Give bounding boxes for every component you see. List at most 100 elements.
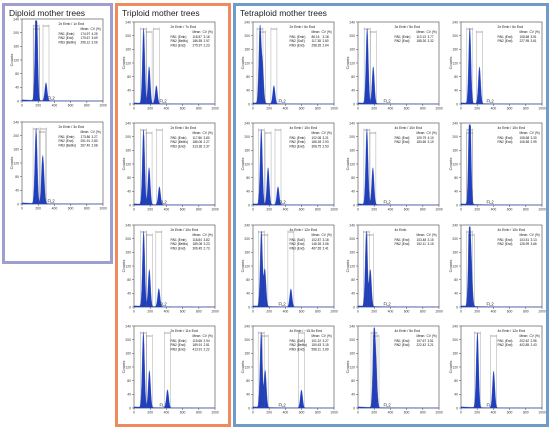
x-axis-label: FL2 — [160, 302, 168, 307]
stat-row-cv: 3.51 — [530, 35, 536, 39]
y-tick-label: 80 — [127, 75, 131, 79]
histogram-plot: 0 40 80 120 160 200 240 Counts 0 200 400 600 800 1000… — [345, 223, 443, 313]
diploid-panel-title: Diploid mother trees — [9, 8, 86, 18]
stat-row-mean: 186.28 — [311, 140, 321, 144]
x-tick-label: 1000 — [435, 107, 443, 111]
mean-header: Mean — [519, 131, 527, 135]
histogram-title: 2x Emb / 11x End — [170, 329, 197, 333]
y-tick-label: 160 — [244, 149, 250, 153]
histogram-title: 4x Emb / 10x End — [497, 126, 525, 130]
mean-header: Mean — [192, 233, 200, 237]
x-axis-label: FL2 — [279, 200, 287, 205]
stat-row-mean: 189.91 — [192, 343, 202, 347]
y-tick-label: 120 — [349, 365, 355, 369]
histogram-plot: 0 40 80 120 160 200 240 Counts 0 200 400 600 800 1000… — [448, 223, 546, 314]
stat-row-cv: 3.06 — [91, 40, 97, 44]
stat-row-label: RN1 (Emb) — [289, 136, 305, 140]
x-tick-label: 0 — [357, 411, 359, 415]
cv-header: CV (%) — [202, 30, 212, 34]
stat-row-label: RN3 (End) — [289, 246, 304, 250]
y-tick-label: 40 — [246, 292, 250, 296]
histogram-title: 2x Emb / 3x End — [58, 125, 84, 129]
y-tick-label: 160 — [452, 149, 458, 153]
y-axis-label: Counts — [345, 158, 350, 171]
x-tick-label: 0 — [252, 208, 254, 212]
stat-row-label: RN1 (End) — [394, 136, 409, 140]
histogram-card: 0 40 80 120 160 200 240 Counts 0 200 400 600 800 1000… — [240, 120, 338, 216]
y-tick-label: 40 — [246, 190, 250, 194]
histogram-card: 0 40 80 120 160 200 240 Counts 0 200 400 600 800 1000… — [448, 120, 546, 216]
y-tick-label: 0 — [129, 203, 131, 207]
x-tick-label: 600 — [68, 207, 74, 211]
mean-header: Mean — [192, 30, 200, 34]
y-tick-label: 200 — [125, 135, 131, 139]
stat-row-label: RN1 (End) — [394, 339, 409, 343]
y-tick-label: 0 — [248, 406, 250, 410]
stat-row-cv: 3.69 — [91, 36, 97, 40]
plot-frame — [252, 21, 335, 105]
x-axis-label: FL2 — [160, 200, 168, 205]
y-tick-label: 0 — [353, 102, 355, 106]
x-tick-label: 400 — [164, 411, 170, 415]
histogram-area — [460, 28, 543, 105]
x-tick-label: 1000 — [211, 107, 219, 111]
stat-row-mean: 402.85 — [519, 343, 529, 347]
tetraploid-panel: Tetraploid mother trees — [233, 3, 549, 427]
x-tick-label: 200 — [371, 208, 377, 212]
histogram-title: 4x Emb / ~15.5x End — [289, 329, 322, 333]
y-tick-label: 40 — [454, 292, 458, 296]
histogram-plot: 0 40 80 120 160 200 240 Counts 0 200 400 600 800 1000… — [345, 324, 443, 415]
stat-row-cv: 2.96 — [530, 339, 536, 343]
stat-row-mean: 296.12 — [80, 40, 90, 44]
y-tick-label: 160 — [125, 352, 131, 356]
stat-row-cv: 3.80 — [203, 136, 209, 140]
y-tick-label: 40 — [351, 393, 355, 397]
mean-header: Mean — [519, 233, 527, 237]
stat-row-label: RN3 (End) — [170, 347, 185, 351]
y-tick-label: 0 — [353, 305, 355, 309]
stat-row-mean: 118.84 — [192, 238, 202, 242]
y-tick-label: 80 — [246, 379, 250, 383]
y-tick-label: 200 — [244, 135, 250, 139]
stat-row-mean: 152.11 — [416, 242, 426, 246]
stat-row-label: RN1 (End) — [497, 238, 512, 242]
y-axis-label: Counts — [448, 260, 453, 273]
y-tick-label: 80 — [351, 379, 355, 383]
y-tick-label: 240 — [125, 20, 131, 24]
y-tick-label: 240 — [125, 223, 131, 227]
y-tick-label: 80 — [15, 175, 19, 179]
stat-row-mean: 113.13 — [416, 35, 426, 39]
x-tick-label: 800 — [523, 208, 529, 212]
x-tick-label: 400 — [52, 207, 58, 211]
stat-row-mean: 186.06 — [192, 140, 202, 144]
x-tick-label: 0 — [252, 107, 254, 111]
stat-row-cv: 2.41 — [322, 246, 328, 250]
y-tick-label: 0 — [129, 102, 131, 106]
y-tick-label: 200 — [125, 338, 131, 342]
tetraploid-panel-title: Tetraploid mother trees — [240, 8, 327, 18]
histogram-card: 0 40 80 120 160 200 240 Counts 0 200 400 600 800 1000… — [9, 119, 107, 215]
y-tick-label: 120 — [13, 58, 19, 62]
x-axis-label: FL2 — [487, 403, 495, 408]
x-tick-label: 800 — [196, 208, 202, 212]
histogram-card: 0 40 80 120 160 200 240 Counts 0 200 400 600 800 1000… — [345, 19, 443, 115]
x-tick-label: 400 — [164, 310, 170, 314]
histogram-card: 0 40 80 120 160 200 240 Counts 0 200 400 600 800 1000… — [9, 16, 107, 112]
mean-header: Mean — [192, 334, 200, 338]
histogram-plot: 0 40 80 120 160 200 240 Counts 0 200 400 600 800 1000… — [345, 20, 443, 111]
stat-row-label: RN2 (End) — [394, 343, 409, 347]
x-tick-label: 0 — [357, 107, 359, 111]
y-tick-label: 200 — [349, 237, 355, 241]
x-tick-label: 1000 — [211, 208, 219, 212]
y-tick-label: 200 — [13, 31, 19, 35]
plot-frame — [133, 224, 216, 308]
y-tick-label: 0 — [129, 406, 131, 410]
x-tick-label: 0 — [460, 310, 462, 314]
stat-row-cv: 2.53 — [322, 144, 328, 148]
x-tick-label: 400 — [283, 107, 289, 111]
histogram-plot: 0 40 80 120 160 200 240 Counts 0 200 400 600 800 1000… — [9, 120, 107, 211]
y-tick-label: 200 — [452, 237, 458, 241]
y-axis-label: Counts — [121, 260, 126, 273]
y-tick-label: 160 — [244, 352, 250, 356]
y-axis-label: Counts — [448, 361, 453, 374]
